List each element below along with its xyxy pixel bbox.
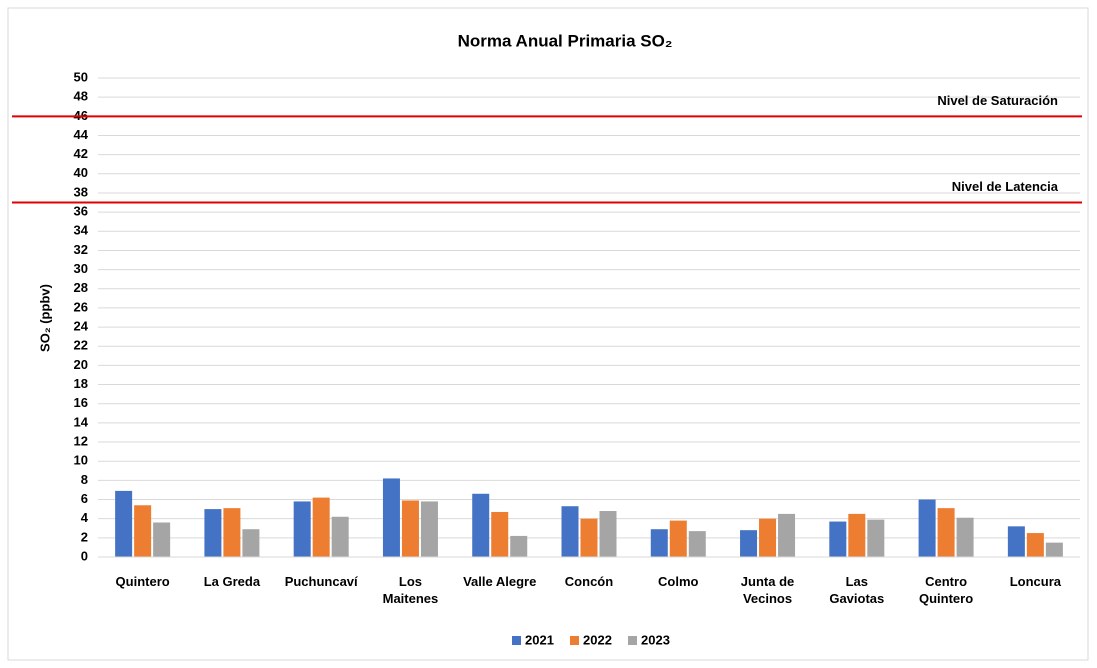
y-tick-label: 42 bbox=[74, 146, 88, 161]
y-tick-label: 44 bbox=[74, 127, 89, 142]
bar bbox=[956, 517, 974, 557]
bar bbox=[1045, 542, 1063, 557]
bar bbox=[242, 529, 260, 557]
legend-swatch bbox=[570, 636, 579, 645]
bar bbox=[401, 500, 419, 557]
reference-label: Nivel de Saturación bbox=[937, 93, 1058, 108]
y-tick-label: 24 bbox=[74, 319, 89, 334]
bar bbox=[382, 478, 400, 557]
legend-label: 2021 bbox=[525, 632, 554, 647]
bar bbox=[510, 535, 528, 557]
bar bbox=[1026, 533, 1044, 557]
chart-border bbox=[7, 7, 1089, 661]
y-tick-label: 8 bbox=[81, 472, 88, 487]
bar bbox=[115, 490, 133, 557]
bar bbox=[491, 511, 509, 557]
y-tick-label: 34 bbox=[74, 223, 89, 238]
bar bbox=[223, 508, 241, 557]
x-tick-label: Puchuncaví bbox=[284, 574, 358, 589]
x-tick-label: La Greda bbox=[203, 574, 261, 589]
y-tick-label: 38 bbox=[74, 184, 88, 199]
bar bbox=[740, 530, 758, 557]
y-tick-label: 2 bbox=[81, 529, 88, 544]
bar bbox=[580, 518, 598, 557]
y-tick-label: 30 bbox=[74, 261, 88, 276]
y-axis-label: SO₂ (ppbv) bbox=[37, 284, 52, 352]
y-tick-label: 16 bbox=[74, 395, 88, 410]
y-tick-label: 26 bbox=[74, 299, 88, 314]
bar bbox=[848, 513, 866, 557]
legend-label: 2022 bbox=[583, 632, 612, 647]
chart-title: Norma Anual Primaria SO₂ bbox=[458, 31, 673, 50]
y-tick-label: 36 bbox=[74, 204, 88, 219]
bar bbox=[331, 516, 349, 557]
y-tick-label: 32 bbox=[74, 242, 88, 257]
bar bbox=[293, 501, 311, 557]
x-tick-label: Valle Alegre bbox=[463, 574, 537, 589]
x-tick-label: Las Gaviotas bbox=[829, 574, 885, 606]
y-tick-label: 18 bbox=[74, 376, 88, 391]
y-tick-label: 50 bbox=[74, 69, 88, 84]
y-tick-label: 14 bbox=[74, 414, 89, 429]
bar bbox=[472, 493, 490, 557]
bar bbox=[312, 497, 330, 557]
bar bbox=[153, 522, 171, 557]
bar bbox=[688, 531, 706, 557]
bar bbox=[561, 506, 579, 557]
bar bbox=[420, 501, 438, 557]
bar bbox=[829, 521, 847, 557]
x-tick-label: Concón bbox=[564, 574, 614, 589]
bar bbox=[204, 509, 222, 557]
legend-swatch bbox=[512, 636, 521, 645]
y-tick-label: 4 bbox=[81, 510, 89, 525]
bar bbox=[759, 518, 777, 557]
x-tick-label: Junta de Vecinos bbox=[740, 574, 795, 606]
y-tick-label: 46 bbox=[74, 108, 88, 123]
legend-swatch bbox=[628, 636, 637, 645]
bar bbox=[650, 529, 668, 557]
bar bbox=[778, 513, 796, 557]
y-tick-label: 40 bbox=[74, 165, 88, 180]
bar bbox=[867, 519, 885, 557]
y-tick-label: 12 bbox=[74, 433, 88, 448]
x-tick-label: Los Maitenes bbox=[382, 574, 439, 606]
x-tick-label: Centro Quintero bbox=[918, 574, 974, 606]
bar bbox=[1007, 526, 1025, 557]
bar bbox=[599, 511, 617, 557]
y-tick-label: 20 bbox=[74, 357, 88, 372]
x-tick-label: Loncura bbox=[1009, 574, 1061, 589]
bar bbox=[937, 508, 955, 557]
x-tick-label: Colmo bbox=[658, 574, 699, 589]
bar bbox=[134, 505, 152, 557]
y-tick-label: 0 bbox=[81, 548, 88, 563]
legend-label: 2023 bbox=[641, 632, 670, 647]
y-tick-label: 48 bbox=[74, 89, 88, 104]
y-tick-label: 28 bbox=[74, 280, 88, 295]
y-tick-label: 10 bbox=[74, 453, 88, 468]
bar bbox=[669, 520, 687, 557]
x-tick-label: Quintero bbox=[115, 574, 170, 589]
reference-label: Nivel de Latencia bbox=[952, 179, 1059, 194]
y-tick-label: 22 bbox=[74, 338, 88, 353]
bar bbox=[918, 499, 936, 557]
y-tick-label: 6 bbox=[81, 491, 88, 506]
